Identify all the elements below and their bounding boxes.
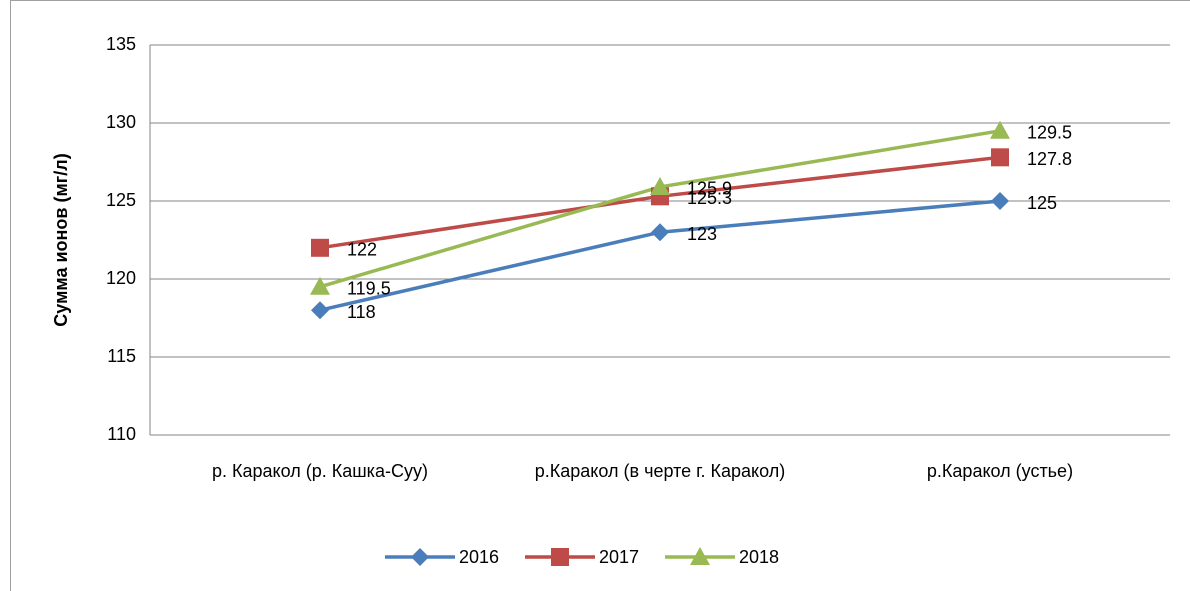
y-tick-label: 125 <box>106 190 136 210</box>
chart-border <box>10 0 1190 591</box>
marker <box>991 148 1009 167</box>
y-tick-label: 110 <box>107 424 136 444</box>
legend-label: 2018 <box>739 547 779 567</box>
data-label: 127.8 <box>1027 149 1072 169</box>
marker <box>990 120 1010 139</box>
y-tick-label: 115 <box>107 346 136 366</box>
marker <box>650 176 670 195</box>
marker <box>411 548 429 566</box>
marker <box>551 548 569 566</box>
data-label: 125 <box>1027 193 1057 213</box>
marker <box>651 223 669 242</box>
marker <box>310 276 330 295</box>
data-label: 125.9 <box>687 179 732 199</box>
data-label: 123 <box>687 224 717 244</box>
y-tick-label: 120 <box>106 268 136 288</box>
data-label: 122 <box>347 240 377 260</box>
x-tick-label: р.Каракол (в черте г. Каракол) <box>534 461 786 481</box>
data-label: 129.5 <box>1027 123 1072 143</box>
legend-label: 2017 <box>599 547 639 567</box>
y-axis-label: Сумма ионов (мг/л) <box>51 153 71 326</box>
data-label: 125.3 <box>687 188 732 208</box>
marker <box>311 301 329 320</box>
y-tick-label: 130 <box>106 112 136 132</box>
marker <box>311 238 329 257</box>
data-label: 118 <box>347 302 376 322</box>
marker <box>991 192 1009 210</box>
marker <box>690 547 710 565</box>
data-label: 119.5 <box>347 279 391 299</box>
x-tick-label: р.Каракол (устье) <box>926 461 1074 481</box>
legend-label: 2016 <box>459 547 499 567</box>
y-tick-label: 135 <box>106 34 136 54</box>
x-tick-label: р. Каракол (р. Кашка-Суу) <box>212 461 428 481</box>
